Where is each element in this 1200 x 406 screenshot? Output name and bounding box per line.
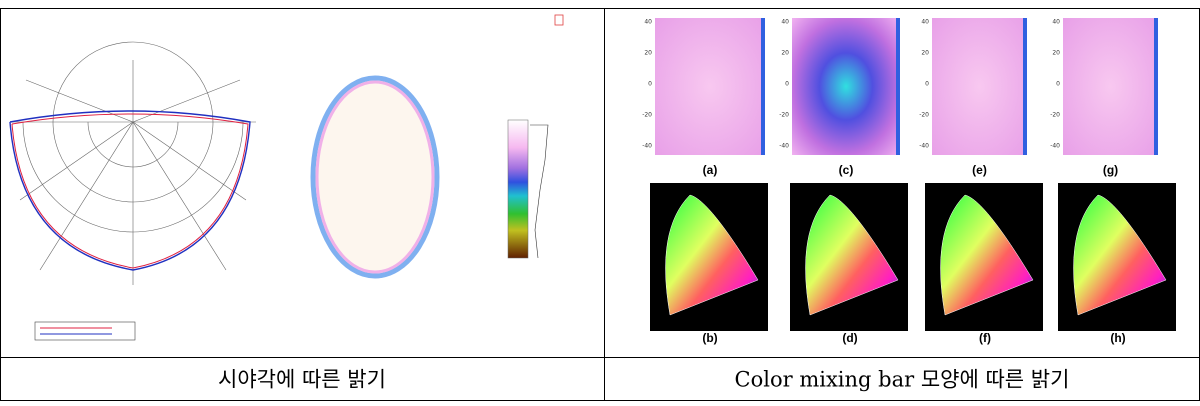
caption: 시야각에 따른 밝기 <box>218 368 386 392</box>
panel-label: (h) <box>1110 331 1125 345</box>
tick-label: 40 <box>644 19 652 26</box>
heatmap <box>932 18 1027 155</box>
panel-label: (b) <box>702 331 717 345</box>
tick-label: 20 <box>644 50 652 57</box>
tick-label: 0 <box>648 81 652 88</box>
panel-label: (a) <box>703 163 718 177</box>
panel-label: (c) <box>839 163 854 177</box>
tick-label: 0 <box>1056 81 1060 88</box>
tick-label: 20 <box>921 50 929 57</box>
heatmap <box>792 18 900 155</box>
tick-label: -20 <box>642 112 652 119</box>
document: 시야각에 따른 밝기 Color mixing bar 모양에 따른 밝기 40… <box>0 0 1200 402</box>
tick-label: 20 <box>781 50 789 57</box>
heatmap-edge <box>1154 18 1158 155</box>
panel-label: (e) <box>972 163 987 177</box>
tick-label: 0 <box>925 81 929 88</box>
luminance-map <box>313 78 437 276</box>
marker <box>555 15 563 25</box>
tick-label: -40 <box>779 143 789 150</box>
heatmap <box>1063 18 1158 155</box>
legend-box <box>35 322 135 340</box>
tick-label: -40 <box>1050 143 1060 150</box>
panel-label: (f) <box>979 331 991 345</box>
histogram <box>530 125 548 258</box>
polar-plot <box>10 42 256 285</box>
panel-label: (d) <box>842 331 857 345</box>
tick-label: 20 <box>1052 50 1060 57</box>
tick-label: -20 <box>779 112 789 119</box>
tick-label: 0 <box>785 81 789 88</box>
color-bar <box>508 120 528 258</box>
page: 시야각에 따른 밝기 Color mixing bar 모양에 따른 밝기 40… <box>0 0 1200 406</box>
tick-label: 40 <box>921 19 929 26</box>
tick-label: 40 <box>781 19 789 26</box>
tick-label: -40 <box>642 143 652 150</box>
heatmap-edge <box>896 18 900 155</box>
tick-label: -20 <box>919 112 929 119</box>
tick-label: -40 <box>919 143 929 150</box>
caption: Color mixing bar 모양에 따른 밝기 <box>735 368 1070 392</box>
panel-label: (g) <box>1103 163 1118 177</box>
heatmap <box>655 18 765 155</box>
heatmap-edge <box>761 18 765 155</box>
tick-label: 40 <box>1052 19 1060 26</box>
tick-label: -20 <box>1050 112 1060 119</box>
heatmap-edge <box>1023 18 1027 155</box>
